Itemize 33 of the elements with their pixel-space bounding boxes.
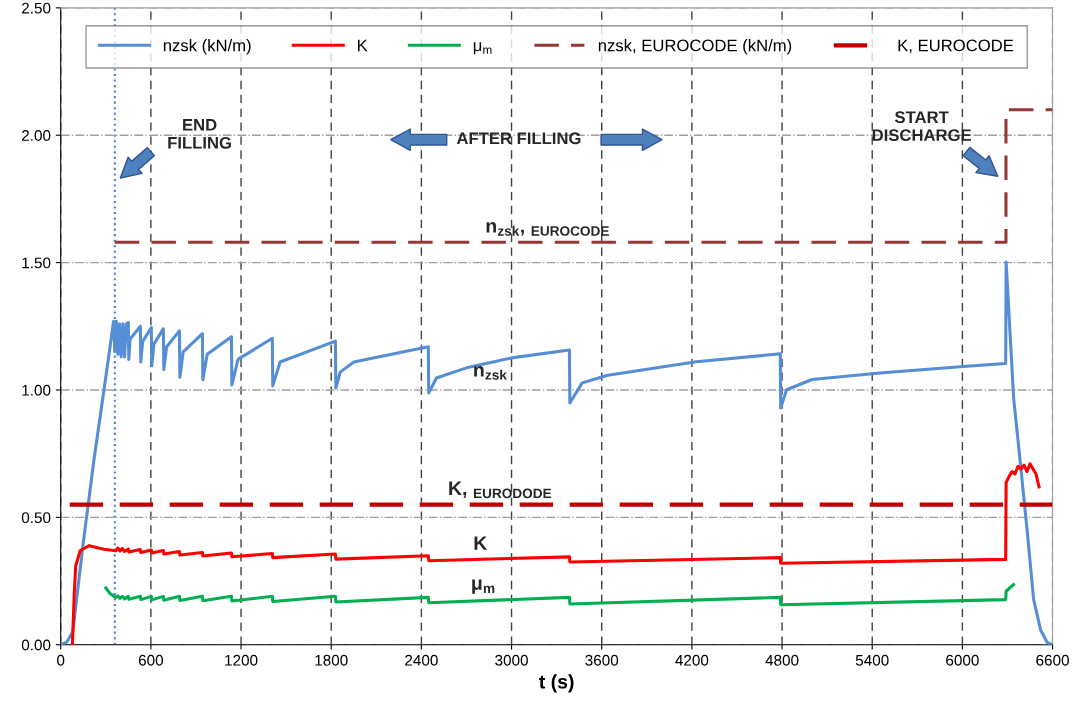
x-tick-label: 1200 xyxy=(225,654,258,666)
annotation: START DISCHARGE xyxy=(872,111,971,142)
annotation: K, $_{EURODODE}$ xyxy=(449,481,552,499)
y-tick-label: 1.50 xyxy=(22,257,51,269)
legend-label: K, EUROCODE xyxy=(898,39,1014,54)
x-tick-label: 1800 xyxy=(315,654,348,666)
annotation: AFTER FILLING xyxy=(456,132,581,145)
annotation: n$_{zsk}$ xyxy=(474,366,507,380)
x-tick-label: 4200 xyxy=(675,654,709,666)
annotation: K xyxy=(474,536,488,550)
annotation: μ$_{m}$ xyxy=(472,579,495,594)
legend-label: μ$_{m}$ xyxy=(473,42,492,55)
legend-label: K xyxy=(357,39,368,52)
annotation: END FILLING xyxy=(168,119,231,149)
legend-label: nzsk (kN/m) xyxy=(163,39,251,55)
y-tick-label: 0.50 xyxy=(21,512,51,524)
line-series xyxy=(70,462,1041,645)
x-tick-label: 6000 xyxy=(946,654,979,666)
annotation: n$_{zsk}$, $_{EUROCODE}$ xyxy=(486,222,609,236)
x-tick-label: 5400 xyxy=(855,654,889,666)
legend-label: nzsk, EUROCODE (kN/m) xyxy=(598,39,792,55)
x-tick-label: 3000 xyxy=(495,654,528,666)
x-tick-label: 600 xyxy=(138,654,164,666)
x-axis-title: t (s) xyxy=(539,674,574,693)
x-tick-label: 4800 xyxy=(765,654,799,666)
y-tick-label: 2.00 xyxy=(22,130,51,141)
x-tick-label: 2400 xyxy=(405,654,438,666)
x-tick-label: 6600 xyxy=(1036,654,1069,666)
y-tick-label: 2.50 xyxy=(22,2,51,14)
y-tick-label: 0.00 xyxy=(21,639,51,651)
x-tick-label: 0 xyxy=(57,654,65,666)
y-tick-label: 1.00 xyxy=(22,384,51,396)
x-tick-label: 3600 xyxy=(585,654,619,666)
